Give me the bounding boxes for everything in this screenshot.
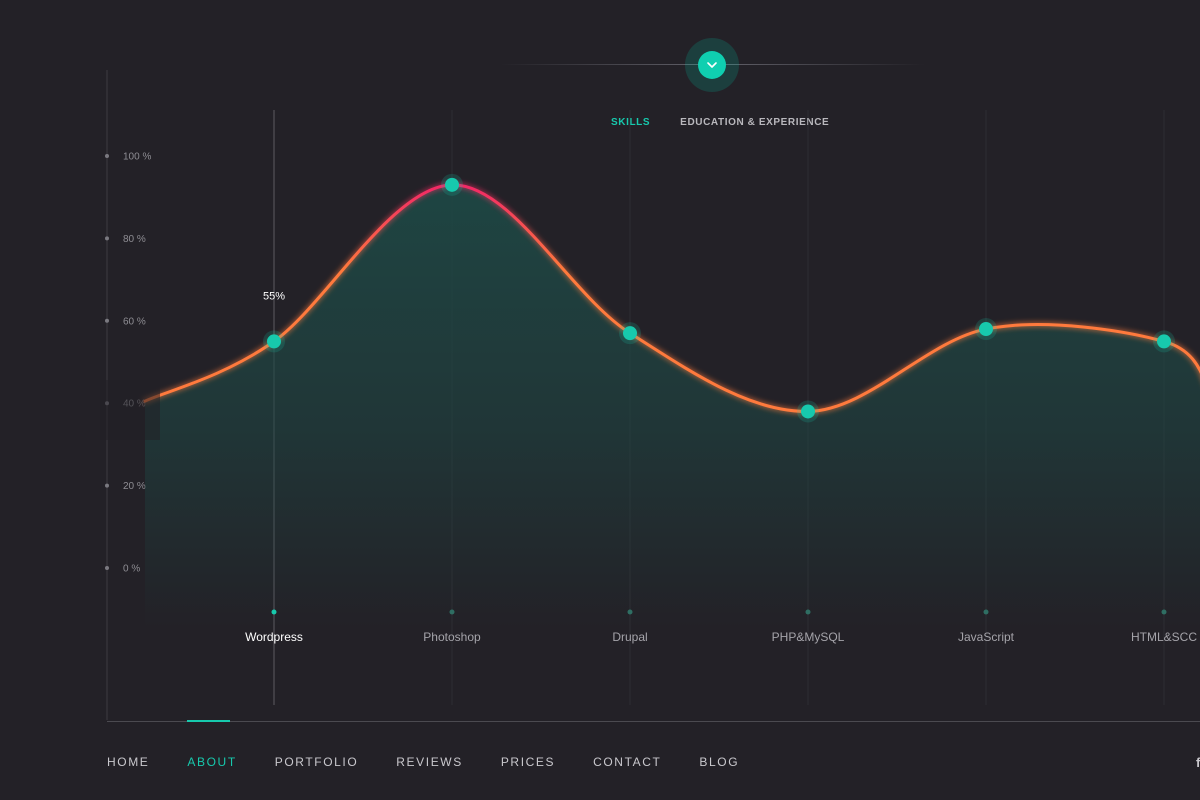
category-label-javascript[interactable]: JavaScript — [958, 630, 1015, 644]
toggle-inner-circle — [698, 51, 726, 79]
category-label-php-mysql[interactable]: PHP&MySQL — [772, 630, 845, 644]
y-tick-dot — [105, 566, 109, 570]
data-point-php-mysql — [801, 404, 815, 419]
y-tick-label: 100 % — [123, 152, 151, 163]
nav-item-prices[interactable]: PRICES — [500, 755, 556, 769]
nav-active-indicator — [187, 720, 230, 722]
data-point-javascript — [979, 322, 993, 337]
nav-item-contact[interactable]: CONTACT — [593, 755, 662, 769]
data-point-html-scc — [1157, 334, 1171, 349]
nav-item-reviews[interactable]: REVIEWS — [396, 755, 463, 769]
nav-items: HOME ABOUT PORTFOLIO REVIEWS PRICES CONT… — [107, 755, 777, 769]
nav-divider — [107, 721, 1200, 722]
y-tick-dot — [105, 483, 109, 488]
main-navigation: HOME ABOUT PORTFOLIO REVIEWS PRICES CONT… — [107, 720, 1200, 800]
data-point-photoshop — [445, 177, 459, 192]
selected-value-label: 55% — [263, 290, 285, 302]
category-dot-drupal — [627, 609, 633, 615]
category-label-drupal[interactable]: Drupal — [612, 630, 647, 644]
category-dot-javascript — [983, 609, 989, 615]
category-label-wordpress[interactable]: Wordpress — [245, 630, 303, 644]
category-dot-wordpress — [271, 609, 277, 615]
category-label-html-scc[interactable]: HTML&SCC — [1131, 630, 1197, 644]
chevron-down-icon — [707, 62, 717, 68]
tab-education-experience[interactable]: EDUCATION & EXPERIENCE — [680, 117, 830, 128]
nav-item-blog[interactable]: BLOG — [699, 755, 740, 769]
y-tick-label: 60 % — [123, 316, 146, 327]
y-tick-label: 0 % — [123, 564, 140, 575]
nav-item-home[interactable]: HOME — [107, 755, 150, 769]
y-tick-label: 80 % — [123, 234, 146, 245]
category-dot-photoshop — [449, 609, 455, 615]
category-label-photoshop[interactable]: Photoshop — [423, 630, 481, 644]
category-dot-html-scc — [1161, 609, 1167, 615]
scroll-toggle-button[interactable] — [685, 38, 739, 92]
y-tick-dot — [105, 154, 109, 158]
category-dot-php-mysql — [805, 609, 811, 615]
y-tick-dot — [105, 318, 109, 323]
data-point-drupal — [623, 326, 637, 341]
nav-item-about[interactable]: ABOUT — [187, 755, 237, 769]
skill-area-fill — [145, 184, 1200, 628]
nav-item-portfolio[interactable]: PORTFOLIO — [274, 755, 359, 769]
y-tick-dot — [105, 236, 109, 241]
data-point-wordpress — [267, 334, 281, 349]
y-tick-label: 20 % — [123, 481, 146, 492]
facebook-icon[interactable]: f — [1196, 755, 1200, 770]
curve-left-fade — [100, 380, 160, 440]
skill-curve-line — [143, 183, 1200, 413]
